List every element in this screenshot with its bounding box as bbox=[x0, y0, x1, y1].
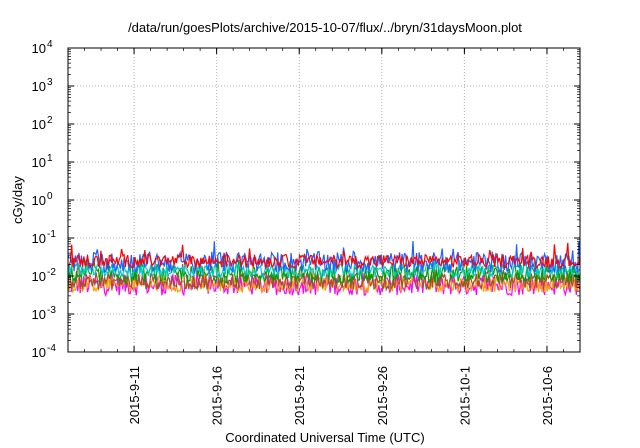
y-tick-exponent: -3 bbox=[47, 305, 56, 316]
x-tick-label: 2015-9-16 bbox=[210, 366, 225, 425]
y-tick-label: 10 bbox=[32, 193, 46, 208]
y-tick-exponent: 3 bbox=[47, 77, 53, 88]
y-axis-label: cGy/day bbox=[10, 176, 25, 224]
x-tick-label: 2015-9-26 bbox=[375, 366, 390, 425]
y-tick-label: 10 bbox=[32, 345, 46, 360]
y-tick-label: 10 bbox=[32, 269, 46, 284]
series-group bbox=[67, 240, 581, 298]
x-tick-label: 2015-10-6 bbox=[540, 366, 555, 425]
y-tick-label: 10 bbox=[32, 117, 46, 132]
series-line bbox=[67, 242, 581, 270]
y-tick-label: 10 bbox=[32, 155, 46, 170]
x-tick-labels: 2015-9-11 2015-9-16 2015-9-21 2015-9-26 2015… bbox=[67, 48, 581, 425]
y-tick-exponent: 0 bbox=[47, 191, 53, 202]
x-tick-label: 2015-10-1 bbox=[457, 366, 472, 425]
series-line bbox=[67, 261, 581, 292]
x-tick-label: 2015-9-21 bbox=[292, 366, 307, 425]
y-tick-exponent: -2 bbox=[47, 267, 56, 278]
y-tick-label: 10 bbox=[32, 307, 46, 322]
chart-title: /data/run/goesPlots/archive/2015-10-07/f… bbox=[128, 20, 522, 35]
y-tick-exponent: -1 bbox=[47, 229, 56, 240]
y-tick-exponent: 4 bbox=[47, 39, 53, 50]
y-tick-label: 10 bbox=[32, 79, 46, 94]
y-tick-exponent: -4 bbox=[47, 343, 56, 354]
y-tick-label: 10 bbox=[32, 231, 46, 246]
x-axis-label: Coordinated Universal Time (UTC) bbox=[225, 430, 424, 445]
y-tick-exponent: 2 bbox=[47, 115, 53, 126]
grid-lines bbox=[68, 48, 580, 352]
y-tick-label: 10 bbox=[32, 41, 46, 56]
x-tick-label: 2015-9-11 bbox=[127, 366, 142, 424]
series-line bbox=[67, 240, 581, 275]
y-tick-exponent: 1 bbox=[47, 153, 53, 164]
series-line bbox=[67, 257, 581, 286]
